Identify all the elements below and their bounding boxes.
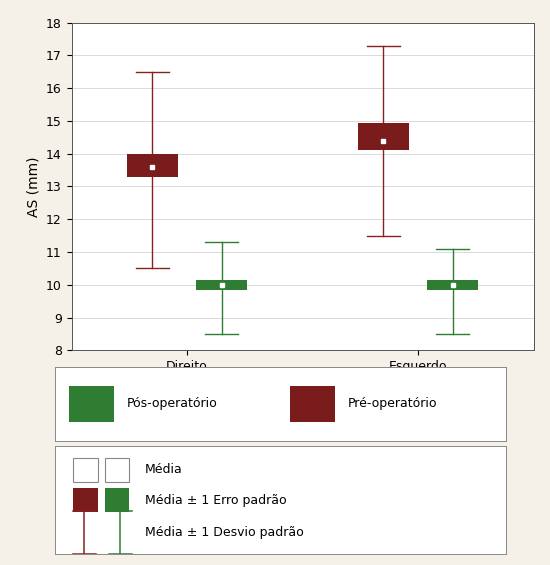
Bar bbox=[104, 458, 129, 482]
Bar bbox=[127, 154, 178, 177]
Bar bbox=[104, 488, 129, 512]
Bar bbox=[196, 280, 247, 290]
Text: Média: Média bbox=[145, 463, 183, 476]
Text: Média ± 1 Erro padrão: Média ± 1 Erro padrão bbox=[145, 493, 287, 507]
Text: Pré-operatório: Pré-operatório bbox=[348, 397, 438, 411]
Bar bbox=[427, 280, 478, 290]
Bar bbox=[358, 123, 409, 150]
X-axis label: Olho: Olho bbox=[284, 379, 321, 393]
Bar bbox=[73, 488, 98, 512]
Text: Média ± 1 Desvio padrão: Média ± 1 Desvio padrão bbox=[145, 525, 304, 539]
Bar bbox=[289, 386, 334, 423]
Bar bbox=[69, 386, 114, 423]
Bar bbox=[73, 458, 98, 482]
Text: Pós-operatório: Pós-operatório bbox=[127, 397, 218, 411]
Y-axis label: AS (mm): AS (mm) bbox=[26, 156, 40, 217]
